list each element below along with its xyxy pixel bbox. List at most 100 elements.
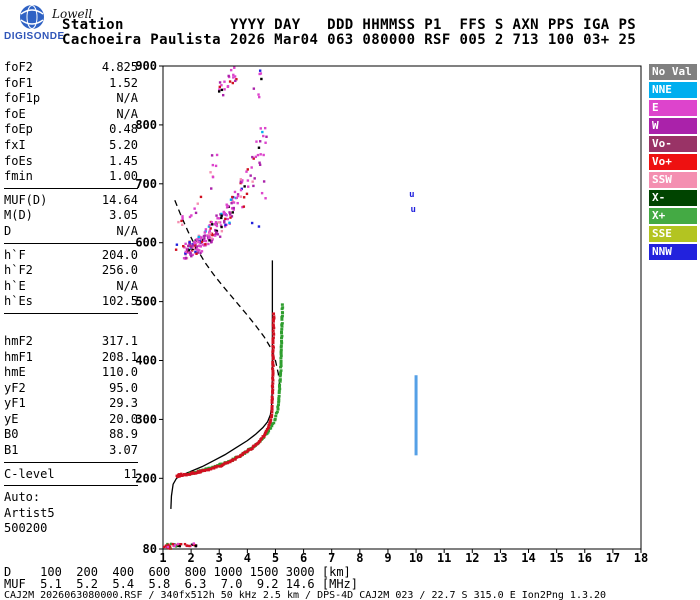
echo-dot — [176, 542, 180, 546]
echo-dot — [181, 215, 184, 218]
x-mode-trace-dot — [275, 410, 279, 414]
echo-dot — [199, 195, 203, 199]
x-mode-trace-dot — [281, 306, 285, 309]
legend-item-vo+: Vo+ — [649, 154, 697, 170]
x-mode-trace-dot — [280, 339, 284, 343]
x-tick-label: 6 — [300, 551, 307, 565]
o-mode-trace-dot — [266, 426, 270, 429]
param-label: yE — [4, 411, 19, 426]
echo-dot — [218, 81, 222, 84]
param-label: h`F2 — [4, 263, 33, 278]
echo-dot — [252, 184, 255, 188]
echo-dot — [188, 215, 192, 219]
param-label: foF1 — [4, 75, 33, 90]
param-value: 110.0 — [101, 365, 138, 380]
o-mode-trace-dot — [271, 367, 275, 370]
echo-dot — [259, 127, 262, 130]
echo-dot — [187, 248, 190, 252]
legend-item-no-val: No Val — [649, 64, 697, 80]
x-mode-trace-dot — [277, 394, 281, 398]
echo-dot — [232, 73, 235, 77]
o-mode-trace-dot — [233, 458, 237, 461]
echo-dot — [245, 170, 248, 173]
echo-dot — [264, 141, 267, 144]
x-mode-trace-dot — [279, 365, 283, 369]
echo-dot — [174, 248, 178, 251]
echo-dot — [246, 179, 250, 182]
o-mode-trace-dot — [271, 382, 275, 385]
param-label: h`E — [4, 278, 26, 293]
param-value: 1.45 — [109, 153, 138, 168]
echo-dot — [228, 211, 231, 214]
o-mode-trace-dot — [240, 453, 244, 457]
o-mode-trace-dot — [271, 336, 275, 339]
y-tick-label: 800 — [135, 118, 157, 132]
plot-frame — [162, 65, 642, 550]
param-divider — [4, 187, 138, 189]
echo-dot — [230, 201, 233, 205]
o-mode-trace-dot — [263, 433, 267, 437]
param-value: 204.0 — [101, 247, 138, 262]
param-group: hmF2 317.1 hmF1 208.1 hmE 110.0 yF2 95.0 yF1 29.3… — [4, 334, 138, 459]
echo-dot — [254, 155, 257, 159]
echo-dot — [193, 241, 197, 244]
echo-dot — [202, 234, 206, 238]
echo-dot — [261, 130, 264, 134]
legend-item-w: W — [649, 118, 697, 134]
echo-dot — [178, 473, 181, 476]
x-mode-trace-dot — [279, 352, 283, 355]
echo-dot — [207, 225, 211, 228]
x-tick-label: 14 — [521, 551, 535, 565]
echo-dot — [259, 153, 262, 156]
x-mode-trace-dot — [278, 374, 282, 378]
param-row: foF2 4.825 — [4, 60, 138, 76]
echo-dot — [220, 214, 223, 217]
echo-dot — [190, 543, 194, 546]
echo-dot — [191, 244, 195, 247]
echo-dot — [231, 81, 234, 85]
o-mode-trace-dot — [270, 407, 274, 410]
o-mode-trace-dot — [195, 471, 199, 475]
echo-dot — [257, 225, 261, 228]
echo-dot — [208, 224, 211, 227]
echo-dot — [191, 253, 194, 257]
param-value: 11 — [123, 466, 138, 481]
echo-dot — [221, 93, 225, 97]
echo-dot — [209, 232, 212, 235]
x-mode-trace-dot — [280, 328, 284, 331]
echo-dot — [239, 195, 243, 198]
echo-dot — [210, 187, 213, 190]
echo-dot — [231, 199, 234, 203]
x-mode-trace-dot — [278, 380, 282, 383]
echo-dot — [169, 542, 173, 546]
echo-dot — [226, 217, 229, 221]
o-mode-trace-dot — [270, 401, 274, 404]
param-label: D — [4, 223, 12, 238]
echo-dot — [204, 243, 207, 246]
o-mode-trace-dot — [269, 415, 273, 419]
echo-dot — [200, 250, 204, 253]
param-label: foEp — [4, 122, 33, 137]
o-mode-trace-dot — [271, 341, 275, 345]
o-mode-trace-dot — [271, 329, 275, 332]
x-mode-trace-dot — [266, 431, 270, 434]
x-mode-trace-dot — [279, 359, 283, 363]
o-mode-trace-dot — [245, 450, 249, 454]
echo-dot — [233, 75, 237, 78]
echo-dot — [163, 545, 166, 549]
param-row: D N/A — [4, 224, 138, 240]
x-mode-trace-dot — [279, 346, 283, 349]
x-mode-trace-dot — [276, 405, 280, 409]
echo-dot — [184, 250, 187, 253]
echo-dot — [185, 248, 189, 251]
u-mark: u — [411, 205, 416, 215]
echo-dot — [192, 542, 195, 545]
x-mode-trace-dot — [277, 391, 281, 395]
param-value: 317.1 — [101, 333, 138, 348]
x-tick-label: 12 — [465, 551, 479, 565]
o-mode-trace-dot — [271, 339, 275, 343]
param-value: N/A — [116, 91, 138, 106]
echo-dot — [232, 76, 235, 79]
o-mode-trace-dot — [271, 349, 275, 352]
param-label: foEs — [4, 153, 33, 168]
